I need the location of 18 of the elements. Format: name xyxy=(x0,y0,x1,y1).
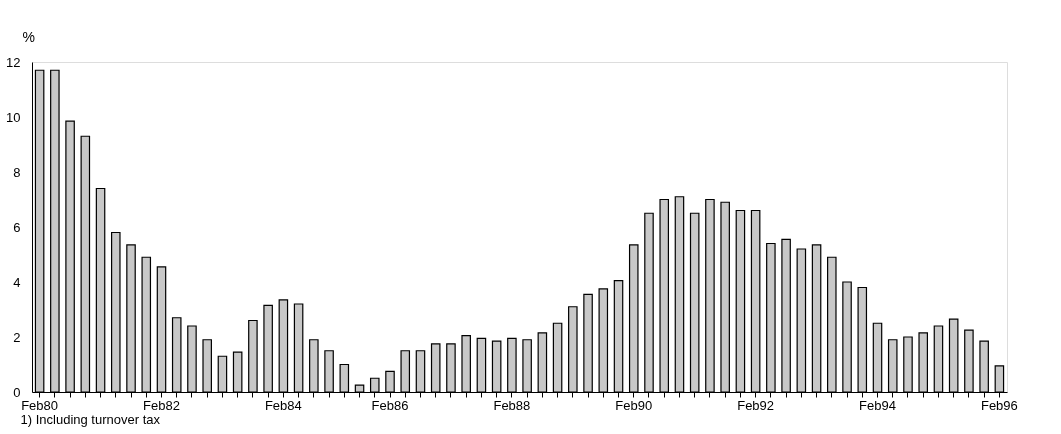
y-tick-label: 8 xyxy=(13,164,21,180)
x-tick-label: Feb94 xyxy=(859,397,896,413)
y-axis-title: % xyxy=(22,28,35,45)
y-tick-label: 6 xyxy=(13,219,21,235)
y-tick-label: 0 xyxy=(13,384,21,400)
y-tick-label: 10 xyxy=(6,109,21,125)
x-tick-label: Feb88 xyxy=(493,397,531,413)
y-tick-label: 2 xyxy=(13,329,21,345)
y-tick-label: 12 xyxy=(6,54,21,70)
x-tick-label: Feb84 xyxy=(264,397,302,413)
x-tick-label: Feb92 xyxy=(737,397,775,413)
x-tick-label: Feb82 xyxy=(143,397,180,413)
text: 1) Including turnover tax xyxy=(20,412,161,427)
x-tick-label: Feb96 xyxy=(980,397,1018,413)
x-tick-label: Feb86 xyxy=(371,397,409,413)
x-tick-label: Feb90 xyxy=(615,397,653,413)
x-tick-label: Feb80 xyxy=(21,397,59,413)
y-tick-label: 4 xyxy=(13,274,21,290)
